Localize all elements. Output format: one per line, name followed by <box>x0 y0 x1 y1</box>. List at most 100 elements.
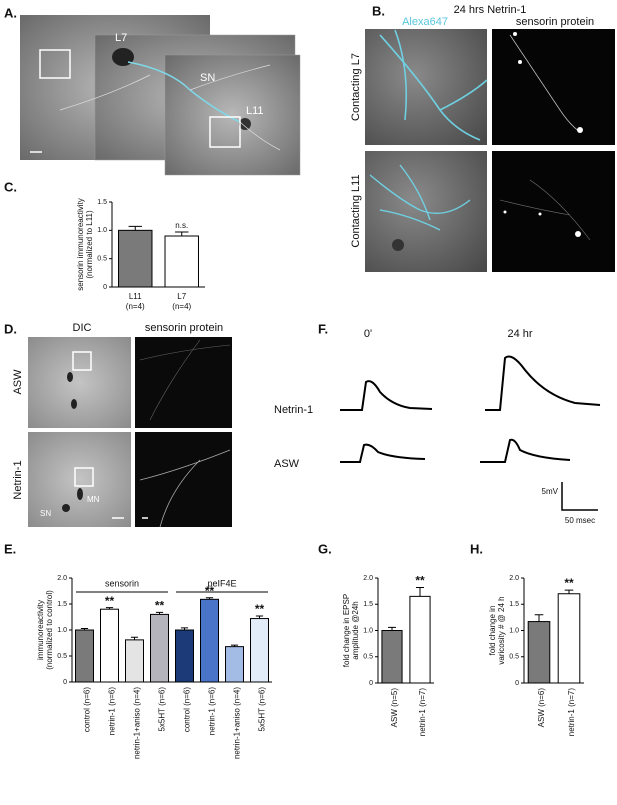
y-tick-label: 1.0 <box>363 627 373 634</box>
bar <box>125 639 144 683</box>
x-tick-label: ASW (n=6) <box>537 688 546 728</box>
column-label: Alexa647 <box>402 16 448 28</box>
error-bar <box>534 614 544 622</box>
panel-label: D. <box>4 321 17 336</box>
error-bar <box>175 231 189 236</box>
group-label: peIF4E <box>207 578 236 588</box>
column-label: sensorin protein <box>516 16 594 28</box>
x-tick-label: netrin-1+aniso (n=4) <box>133 687 142 759</box>
bar <box>409 595 431 684</box>
cell-label: SN <box>40 509 51 518</box>
bar <box>164 235 199 288</box>
error-bar <box>564 589 574 594</box>
cell-label: MN <box>87 495 100 504</box>
x-tick-label: control (n=6) <box>83 687 92 732</box>
x-tick-label: 5x5HT (n=6) <box>158 687 167 732</box>
y-tick-label: 0.5 <box>363 654 373 661</box>
image-a <box>20 15 301 176</box>
traces <box>340 355 601 511</box>
scale-label: 5mV <box>542 487 559 496</box>
row-label: ASW <box>12 369 24 395</box>
x-tick-label: netrin-1+aniso (n=4) <box>233 687 242 759</box>
error-bar <box>105 607 114 610</box>
y-tick-label: 2.0 <box>57 575 67 582</box>
cell-label: SN <box>200 72 215 84</box>
x-tick-label: netrin-1 (n=6) <box>208 687 217 736</box>
panel-label: B. <box>372 3 385 18</box>
y-tick-label: 1.5 <box>509 601 519 608</box>
y-tick-label: 1.5 <box>97 199 107 206</box>
panel-label: F. <box>318 321 328 336</box>
bar <box>250 618 269 683</box>
y-tick-label: 1.0 <box>97 227 107 234</box>
error-bar <box>80 627 89 630</box>
y-axis-label: amplitude @24h <box>351 601 360 659</box>
error-bar <box>255 615 264 619</box>
annotation: ** <box>155 598 165 612</box>
bar <box>100 608 119 683</box>
annotation: ** <box>564 576 574 590</box>
x-tick-note: (n=4) <box>172 302 191 311</box>
x-tick-label: netrin-1 (n=7) <box>567 688 576 737</box>
column-label: sensorin protein <box>145 322 223 334</box>
y-axis-label: sensorin immunoreactivity <box>76 198 85 290</box>
column-label: 0' <box>364 328 372 340</box>
bar <box>527 621 551 684</box>
cell-label: L7 <box>115 32 127 44</box>
y-tick-label: 0 <box>369 680 373 687</box>
x-tick-label: L11 <box>129 292 142 301</box>
y-axis-label: immunoreactivity <box>36 600 45 660</box>
x-tick-label: netrin-1 (n=7) <box>418 688 427 737</box>
image-b <box>365 29 615 272</box>
bar <box>200 598 219 683</box>
annotation: ** <box>105 594 115 608</box>
group-label: sensorin <box>105 578 139 588</box>
error-bar <box>205 597 214 600</box>
bar <box>175 629 194 683</box>
bar <box>381 630 403 684</box>
x-tick-label: control (n=6) <box>183 687 192 732</box>
y-tick-label: 2.0 <box>509 575 519 582</box>
panel-title: 24 hrs Netrin-1 <box>454 4 527 16</box>
y-axis-label: fold change in EPSP <box>342 594 351 667</box>
error-bar <box>128 225 142 231</box>
x-tick-label: netrin-1 (n=6) <box>108 687 117 736</box>
annotation: ** <box>205 584 215 598</box>
annotation: ** <box>415 574 425 588</box>
row-label: Netrin-1 <box>12 460 24 499</box>
y-tick-label: 1.0 <box>509 627 519 634</box>
panel-label: E. <box>4 541 16 556</box>
y-tick-label: 1.0 <box>57 627 67 634</box>
x-tick-note: (n=4) <box>126 302 145 311</box>
error-bar <box>415 586 425 597</box>
error-bar <box>387 626 397 631</box>
panel-label: G. <box>318 541 332 556</box>
row-label: Netrin-1 <box>274 404 313 416</box>
bar <box>150 613 169 683</box>
x-tick-label: 5x5HT (n=6) <box>258 687 267 732</box>
y-tick-label: 0 <box>515 680 519 687</box>
bar <box>557 593 581 684</box>
y-tick-label: 1.5 <box>57 601 67 608</box>
y-tick-label: 0.5 <box>57 653 67 660</box>
column-label: DIC <box>73 322 92 334</box>
row-label: Contacting L11 <box>350 174 362 247</box>
y-axis-label: (normalized to control) <box>45 590 54 670</box>
x-tick-label: L7 <box>177 292 186 301</box>
error-bar <box>180 627 189 630</box>
image-d <box>28 337 232 528</box>
annotation: ** <box>255 602 265 616</box>
row-label: ASW <box>274 458 300 470</box>
x-tick-label: ASW (n=5) <box>390 688 399 728</box>
error-bar <box>130 636 139 640</box>
y-tick-label: 1.5 <box>363 601 373 608</box>
y-axis-label: fold change in <box>488 606 497 656</box>
error-bar <box>230 644 239 647</box>
cell-label: L11 <box>246 105 264 117</box>
y-axis-label: (normalized to L11) <box>85 210 94 279</box>
y-tick-label: 0 <box>103 284 107 291</box>
y-tick-label: 2.0 <box>363 575 373 582</box>
column-label: 24 hr <box>507 328 532 340</box>
y-tick-label: 0.5 <box>509 654 519 661</box>
